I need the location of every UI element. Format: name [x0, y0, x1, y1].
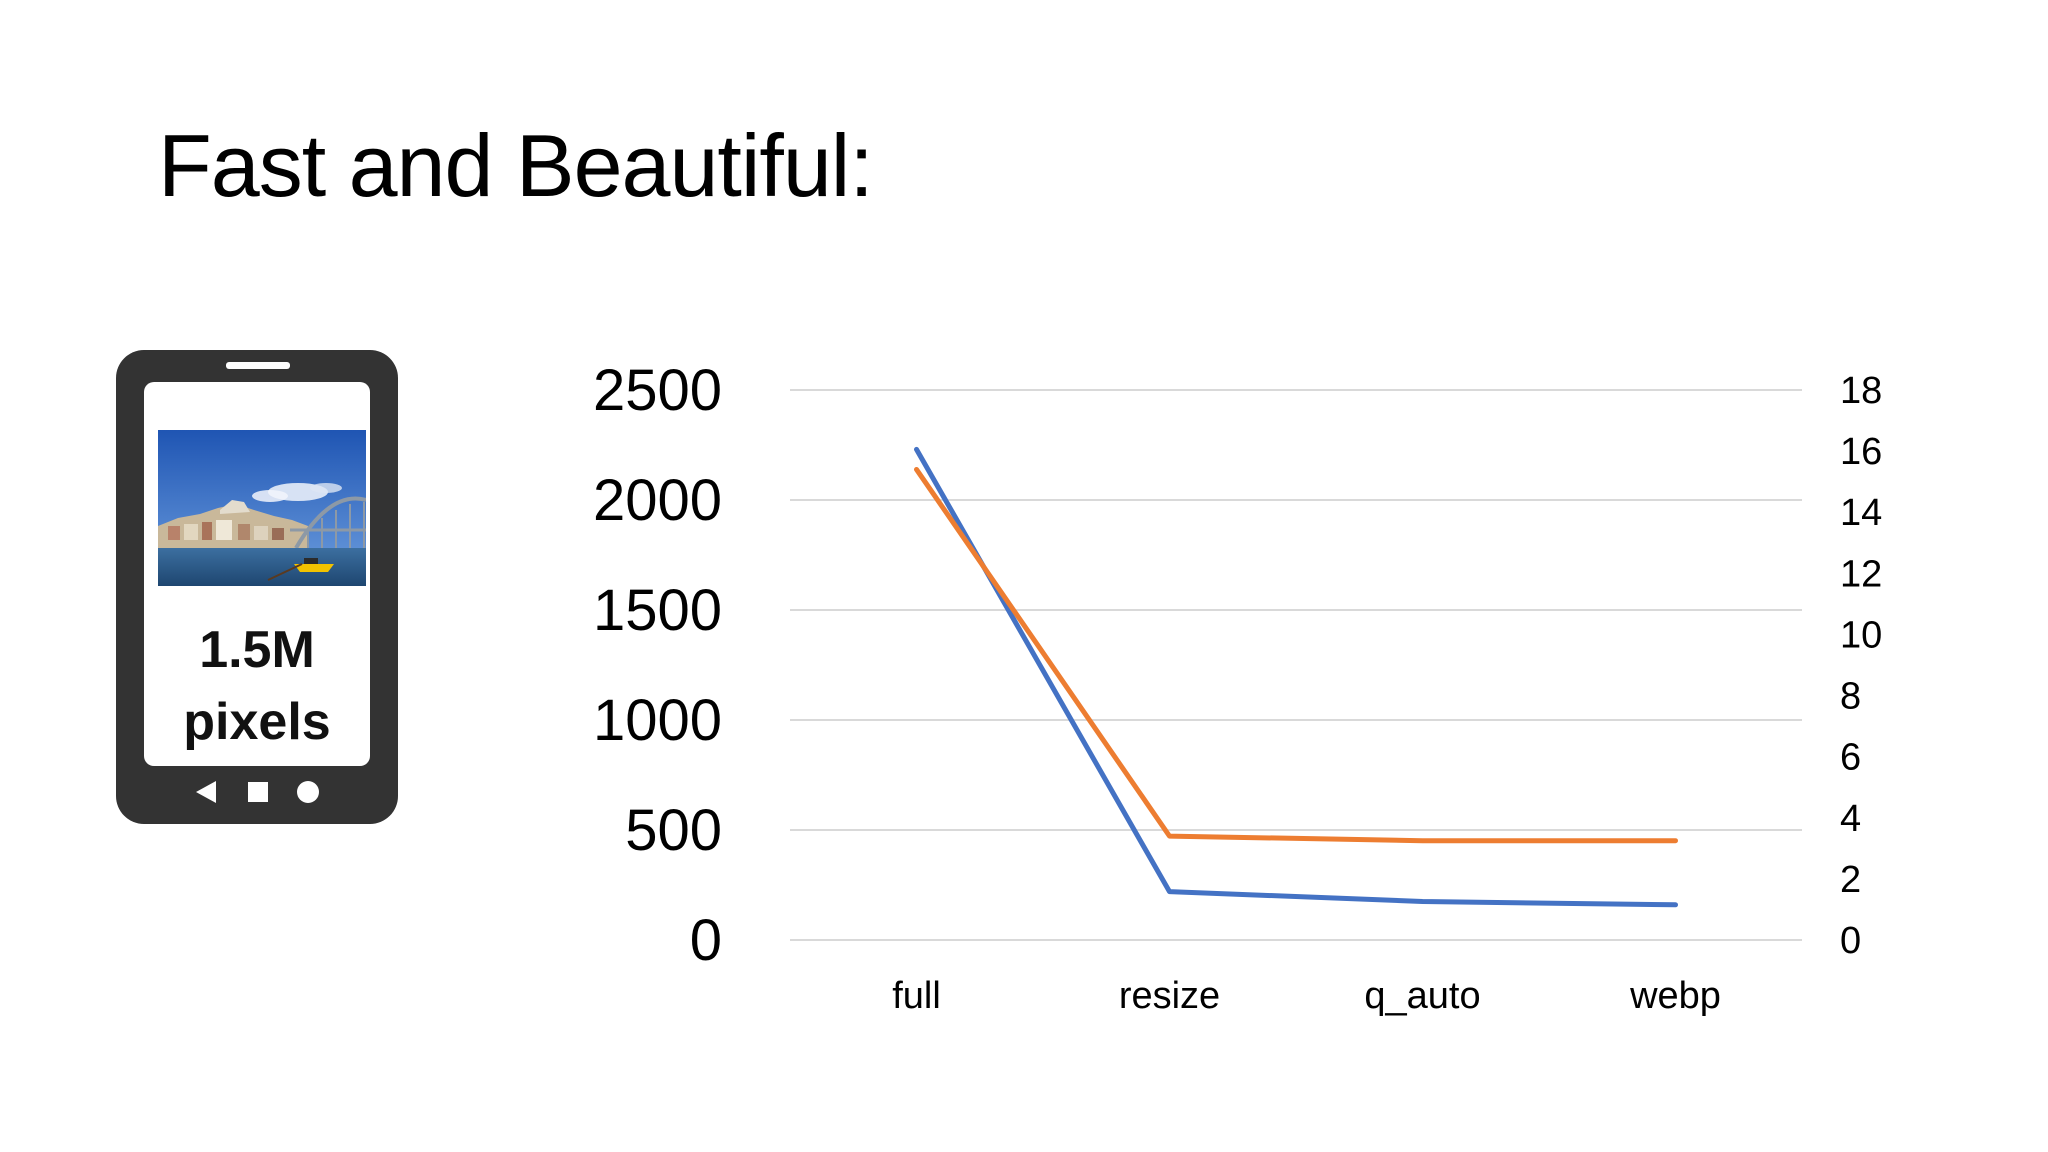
phone-caption-line2: pixels [183, 693, 331, 751]
city-waterfront-photo [158, 430, 366, 586]
chart-series [914, 446, 1678, 908]
y2-tick-label: 8 [1840, 676, 1861, 718]
y2-tick-label: 6 [1840, 737, 1861, 779]
home-square-icon [248, 782, 268, 802]
y2-tick-label: 4 [1840, 798, 1861, 840]
x-tick-label: full [892, 975, 941, 1017]
y2-tick-label: 14 [1840, 492, 1882, 534]
x-axis-ticks: full resize q_auto webp [892, 975, 1721, 1017]
phone-nav-bar [196, 781, 319, 803]
y-tick-label: 2000 [593, 468, 722, 533]
y2-tick-label: 10 [1840, 614, 1882, 656]
y-tick-label: 1000 [593, 688, 722, 753]
phone-screen: 1.5M pixels [144, 382, 370, 766]
recents-circle-icon [297, 781, 319, 803]
y2-tick-label: 16 [1840, 431, 1882, 473]
y2-tick-label: 12 [1840, 553, 1882, 595]
x-tick-label: q_auto [1364, 975, 1480, 1017]
y-axis-right-ticks: 0 2 4 6 8 10 12 14 16 18 [1840, 370, 1882, 962]
phone-caption-line1: 1.5M [199, 621, 315, 679]
y2-tick-label: 2 [1840, 859, 1861, 901]
chart-gridlines [790, 389, 1802, 941]
phone-caption: 1.5M pixels [144, 614, 370, 758]
x-tick-label: webp [1629, 975, 1721, 1017]
slide-title: Fast and Beautiful: [158, 116, 874, 215]
y-tick-label: 0 [690, 908, 722, 973]
x-tick-label: resize [1119, 975, 1220, 1017]
back-triangle-icon [196, 781, 216, 803]
y-tick-label: 2500 [593, 358, 722, 423]
series-line-1 [914, 446, 1678, 908]
y-tick-label: 1500 [593, 578, 722, 643]
smartphone-icon: 1.5M pixels [116, 350, 398, 824]
y-axis-left-ticks: 0 500 1000 1500 2000 2500 [593, 358, 722, 973]
phone-speaker [226, 362, 290, 369]
y2-tick-label: 18 [1840, 370, 1882, 412]
y2-tick-label: 0 [1840, 920, 1861, 962]
series-line-2 [914, 466, 1678, 844]
y-tick-label: 500 [625, 798, 722, 863]
